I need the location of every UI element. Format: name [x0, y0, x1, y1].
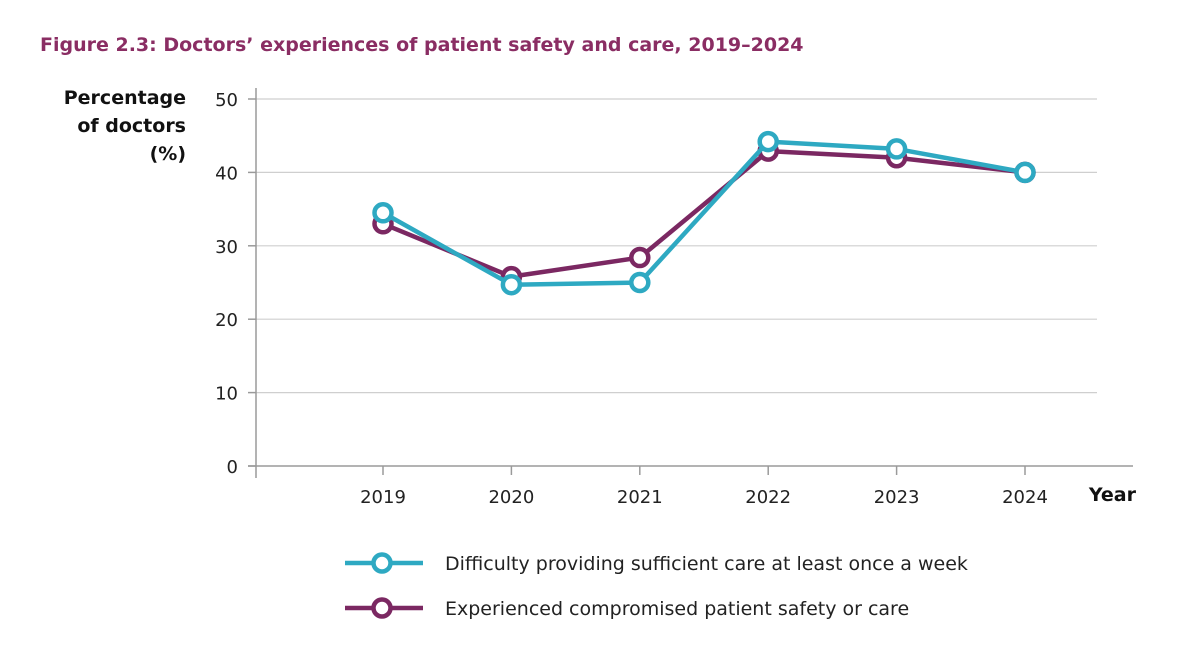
y-axis-title-line-1: Percentage: [64, 87, 186, 109]
series-1-point-2021: [629, 271, 651, 294]
y-tick-label-30: 30: [215, 237, 238, 258]
gridlines: [256, 98, 1097, 394]
series-1-line: [380, 139, 1028, 287]
x-tick-label-2020: 2020: [488, 487, 534, 508]
y-tick-label-20: 20: [215, 310, 238, 331]
legend-item-1: Difficulty providing sufficient care at …: [345, 552, 968, 575]
series-1-point-2020: [500, 273, 523, 296]
y-tick-label-40: 40: [215, 163, 238, 184]
x-tick-labels: 2019 2020 2021 2022 2023 2024: [360, 487, 1048, 508]
y-tick-label-50: 50: [215, 90, 238, 111]
series-2-line: [380, 148, 1028, 279]
axes: [248, 88, 1133, 478]
series-1-point-2019: [372, 202, 394, 224]
legend-swatch-marker: [371, 552, 393, 574]
chart-title: Figure 2.3: Doctors’ experiences of pati…: [40, 34, 804, 56]
x-tick-label-2023: 2023: [874, 487, 920, 508]
x-tick-label-2022: 2022: [745, 487, 791, 508]
legend-label: Difficulty providing sufficient care at …: [445, 553, 968, 575]
series: [372, 130, 1036, 296]
y-tick-label-10: 10: [215, 384, 238, 405]
y-tick-labels: 0 10 20 30 40 50: [215, 90, 238, 478]
y-axis-title-line-3: (%): [150, 143, 186, 165]
x-tick-label-2021: 2021: [617, 487, 663, 508]
y-axis-title-line-2: of doctors: [77, 115, 186, 137]
y-tick-label-0: 0: [227, 457, 238, 478]
legend-swatch-marker: [371, 597, 393, 619]
series-1-point-2023: [885, 138, 908, 160]
series-1-point-2022: [757, 130, 779, 153]
x-tick-label-2019: 2019: [360, 487, 406, 508]
legend: Difficulty providing sufficient care at …: [345, 552, 968, 620]
y-axis-title: Percentage of doctors (%): [64, 87, 186, 165]
x-axis-title: Year: [1088, 484, 1137, 506]
legend-item-2: Experienced compromised patient safety o…: [345, 597, 909, 620]
legend-label: Experienced compromised patient safety o…: [445, 598, 909, 620]
series-1: [372, 130, 1036, 296]
x-tick-label-2024: 2024: [1002, 487, 1048, 508]
series-2-point-2021: [629, 246, 651, 269]
series-1-point-2024: [1014, 161, 1036, 184]
